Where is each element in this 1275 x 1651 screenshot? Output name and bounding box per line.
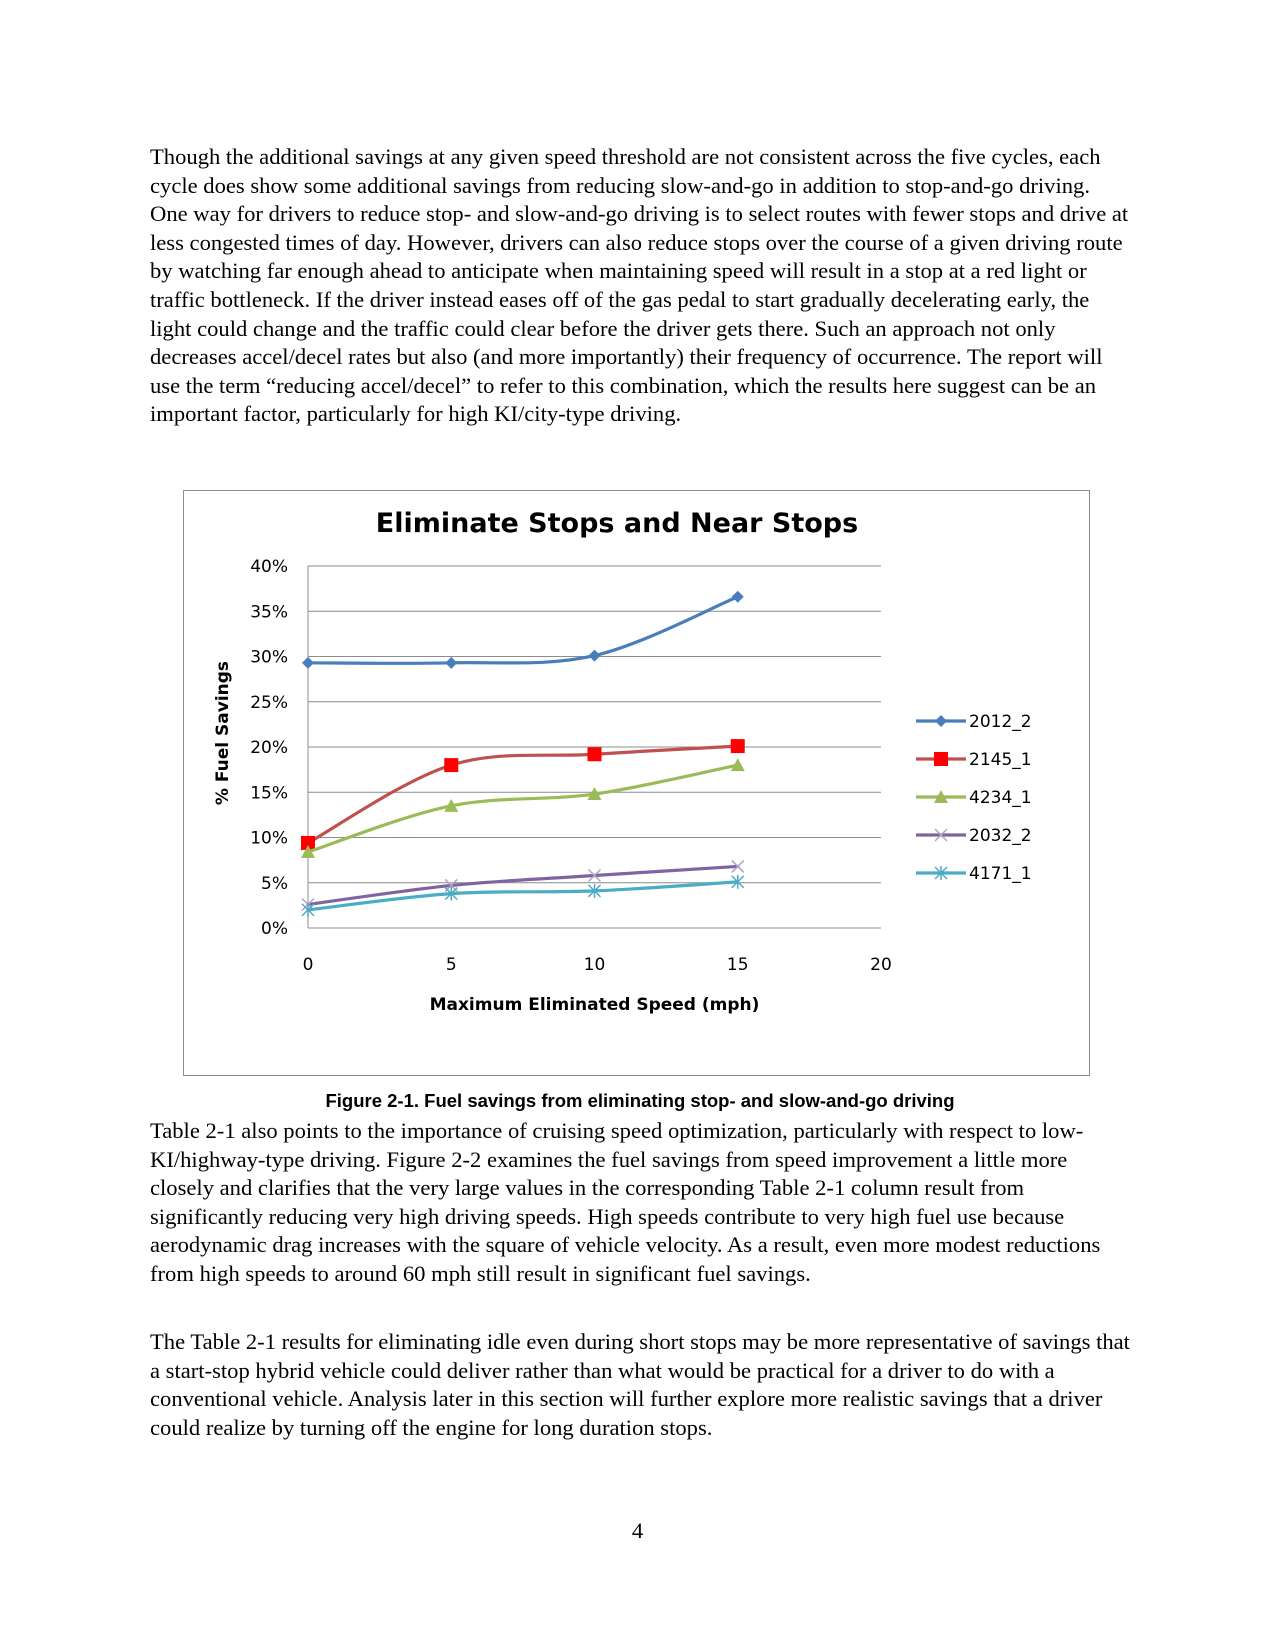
y-tick-label: 0% <box>261 919 288 939</box>
line-chart-svg: Eliminate Stops and Near Stops 0% 5% 10% 15%… <box>213 508 1032 1015</box>
x-tick-label: 15 <box>727 955 749 975</box>
paragraph-cruising-speed: Table 2-1 also points to the importance … <box>150 1118 1101 1286</box>
data-point-4171_1 <box>444 886 458 901</box>
data-point-4171_1 <box>587 883 602 898</box>
x-tick-label: 20 <box>870 955 892 975</box>
y-axis-label: % Fuel Savings <box>213 661 233 805</box>
data-point-2012_2 <box>588 649 601 662</box>
y-tick-label: 5% <box>261 874 288 894</box>
page-number: 4 <box>631 1518 644 1543</box>
x-tick-label: 10 <box>584 955 606 975</box>
legend-label: 4234_1 <box>969 788 1032 808</box>
data-point-2012_2 <box>302 656 314 669</box>
data-point-4234_1 <box>444 798 459 812</box>
data-point-2032_2 <box>587 868 602 883</box>
figure-caption: Figure 2-1. Fuel savings from eliminatin… <box>325 1090 955 1111</box>
data-point-2012_2 <box>445 656 458 669</box>
chart-eliminate-stops: Eliminate Stops and Near Stops 0% 5% 10% 15%… <box>183 490 1090 1076</box>
legend-marker-4171_1 <box>934 866 948 880</box>
paragraph-intro: Though the additional savings at any giv… <box>150 144 1129 427</box>
data-point-2145_1 <box>301 835 315 850</box>
legend-label: 2032_2 <box>969 826 1032 846</box>
legend-marker-2032_2 <box>934 828 948 842</box>
y-tick-label: 10% <box>250 829 288 849</box>
data-point-4234_1 <box>587 787 602 801</box>
legend-label: 2145_1 <box>969 750 1032 770</box>
data-point-2145_1 <box>444 758 459 773</box>
y-tick-label: 35% <box>250 602 288 622</box>
data-point-4234_1 <box>301 844 315 858</box>
legend-marker-2012_2 <box>935 715 947 727</box>
data-point-2012_2 <box>731 590 744 603</box>
series-line-4171_1 <box>306 880 740 912</box>
y-tick-label: 20% <box>250 738 288 758</box>
x-axis-label: Maximum Eliminated Speed (mph) <box>430 995 760 1015</box>
data-point-2145_1 <box>730 739 745 754</box>
data-point-2145_1 <box>587 747 602 762</box>
x-tick-label: 5 <box>446 955 457 975</box>
data-point-4171_1 <box>731 874 745 889</box>
chart-title: Eliminate Stops and Near Stops <box>376 508 858 539</box>
data-point-4171_1 <box>301 902 315 917</box>
series-line-4234_1 <box>306 763 740 854</box>
legend-label: 2012_2 <box>969 712 1032 732</box>
legend-marker-2145_1 <box>934 752 948 766</box>
y-tick-label: 30% <box>250 648 288 668</box>
series-line-2145_1 <box>306 744 740 845</box>
series-line-2012_2 <box>306 595 740 665</box>
data-point-4234_1 <box>730 758 745 772</box>
y-tick-label: 40% <box>250 557 288 577</box>
series-line-2032_2 <box>306 864 740 907</box>
y-tick-label: 15% <box>250 783 288 803</box>
legend-marker-4234_1 <box>934 790 948 803</box>
legend-label: 4171_1 <box>969 864 1032 884</box>
paragraph-idle: The Table 2-1 results for eliminating id… <box>150 1329 1130 1440</box>
data-point-2032_2 <box>731 859 745 873</box>
y-tick-label: 25% <box>250 693 288 713</box>
x-tick-label: 0 <box>303 955 314 975</box>
